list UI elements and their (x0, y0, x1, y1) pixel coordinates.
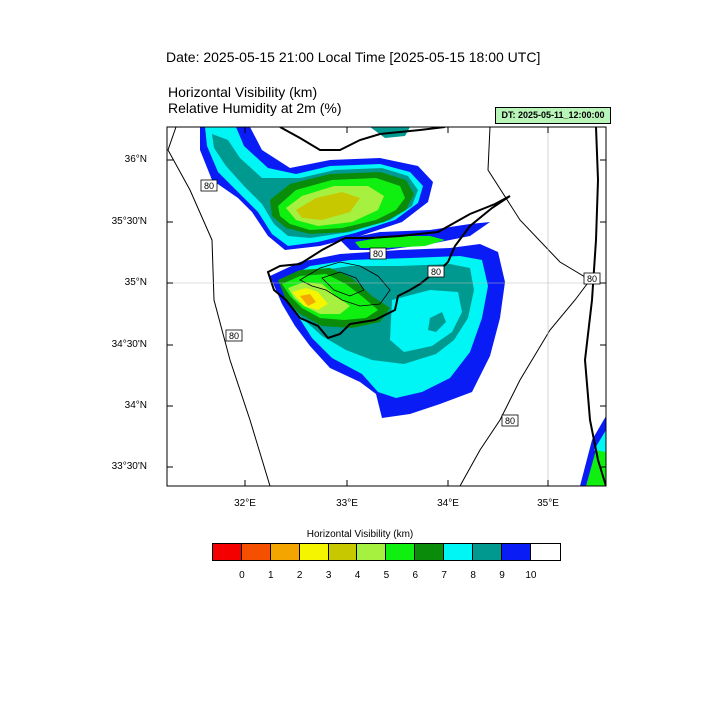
lat-label: 33°30'N (111, 461, 147, 472)
lon-label: 35°E (537, 498, 559, 509)
lat-label: 35°30'N (111, 216, 147, 227)
legend-swatch (299, 544, 329, 560)
lon-label: 32°E (234, 498, 256, 509)
contour-label: 80 (204, 181, 214, 191)
visibility-area-south-8b (390, 290, 462, 352)
legend-swatch (473, 544, 502, 560)
visibility-area-se-8 (594, 430, 606, 452)
field-title-visibility: Horizontal Visibility (km) (168, 84, 318, 100)
visibility-area-south-1 (300, 294, 316, 306)
visibility-area-north-3 (296, 192, 360, 220)
contour-label: 80 (587, 274, 597, 284)
legend-tick-label: 3 (325, 570, 332, 581)
lat-label: 35°N (124, 277, 147, 288)
legend-swatch (386, 544, 416, 560)
legend-tick-label: 10 (525, 570, 537, 581)
lat-label: 36°N (124, 154, 147, 165)
dt-badge: DT: 2025-05-11_12:00:00 (495, 107, 611, 124)
contour-label: 80 (505, 416, 515, 426)
legend-swatch (213, 544, 242, 560)
levant-coastline (583, 127, 606, 486)
contour-label: 80 (431, 267, 441, 277)
legend-tick-label: 6 (412, 570, 419, 581)
legend-tick-label: 5 (383, 570, 390, 581)
legend-title: Horizontal Visibility (km) (306, 529, 414, 540)
legend-swatch (357, 544, 387, 560)
map-date-title: Date: 2025-05-15 21:00 Local Time [2025-… (166, 49, 541, 65)
legend-swatch (241, 544, 271, 560)
legend-swatch (444, 544, 474, 560)
axis-ticks (167, 127, 606, 486)
turkey-coastline (279, 127, 446, 151)
legend-tick-label: 1 (268, 570, 274, 581)
rh-contour-west (167, 127, 271, 486)
legend-tick-label: 7 (441, 570, 447, 581)
legend-tick-label: 2 (296, 570, 303, 581)
lon-label: 33°E (336, 498, 358, 509)
cyprus-inner-contours (299, 261, 391, 307)
rh-contour-east (459, 127, 591, 486)
map-frame (166, 126, 607, 487)
legend-tick-label: 8 (470, 570, 476, 581)
legend-swatch (501, 544, 531, 560)
lon-label: 34°E (437, 498, 459, 509)
contour-labels: 80 80 80 80 80 80 (200, 179, 601, 427)
visibility-area-strip-5 (355, 236, 445, 248)
legend-tick-label: 9 (499, 570, 505, 581)
field-title-humidity: Relative Humidity at 2m (%) (168, 100, 342, 116)
visibility-area-east-7 (428, 312, 446, 332)
legend-colorbar (212, 543, 561, 561)
legend-swatch (530, 544, 560, 560)
contour-label: 80 (229, 331, 239, 341)
map-field-layer (167, 127, 606, 486)
lat-label: 34°30'N (111, 339, 147, 350)
contour-label: 80 (373, 249, 383, 259)
legend-swatch (270, 544, 300, 560)
legend-tick-label: 0 (239, 570, 245, 581)
lat-label: 34°N (124, 400, 147, 411)
legend-tick-label: 4 (354, 570, 361, 581)
legend-swatch (328, 544, 358, 560)
legend-swatch (415, 544, 445, 560)
